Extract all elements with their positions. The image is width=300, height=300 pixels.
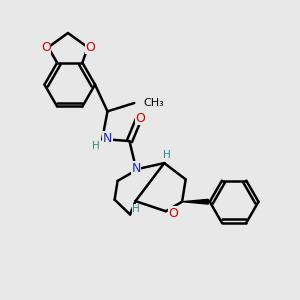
Polygon shape [182, 199, 208, 204]
Text: H: H [163, 150, 170, 160]
Text: H: H [132, 204, 140, 214]
Text: O: O [85, 41, 95, 54]
Text: O: O [41, 41, 51, 54]
Text: N: N [131, 162, 141, 175]
Text: N: N [103, 132, 112, 145]
Text: CH₃: CH₃ [144, 98, 164, 108]
Text: H: H [92, 141, 100, 151]
Text: O: O [136, 112, 146, 125]
Text: O: O [168, 207, 178, 220]
